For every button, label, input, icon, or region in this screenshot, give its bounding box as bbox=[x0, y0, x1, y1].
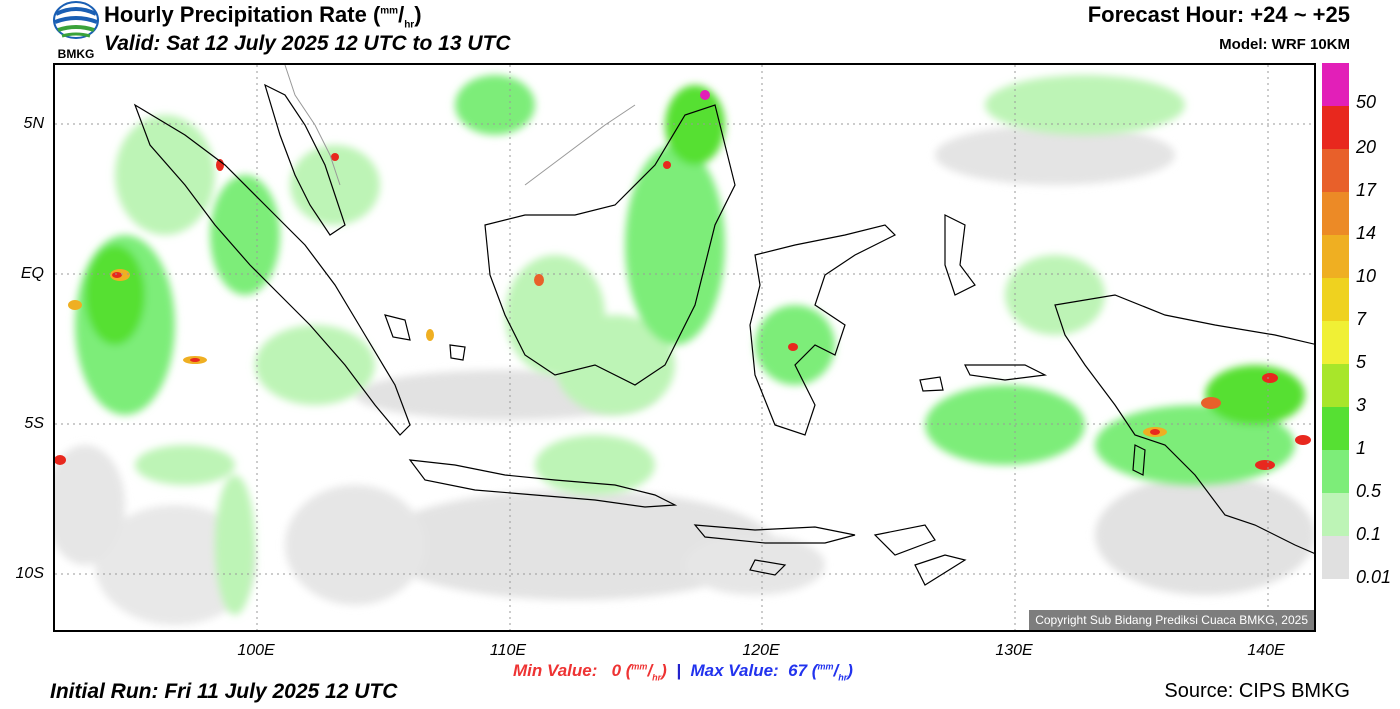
legend-label: 5 bbox=[1356, 352, 1367, 372]
valid-period: Valid: Sat 12 July 2025 12 UTC to 13 UTC bbox=[104, 32, 511, 55]
min-max-values: Min Value: 0 (mm/hr) | Max Value: 67 (mm… bbox=[513, 661, 853, 683]
map-canvas bbox=[55, 65, 1314, 630]
legend-label: 17 bbox=[1356, 180, 1377, 200]
legend-label: 0.01 bbox=[1356, 567, 1392, 587]
heavy-cells bbox=[55, 90, 1311, 470]
lat-label-5s: 5S bbox=[24, 415, 44, 432]
grid-lines bbox=[55, 65, 1314, 630]
lon-label-130e: 130E bbox=[995, 642, 1033, 659]
drizzle-areas bbox=[55, 125, 1314, 625]
legend-label: 20 bbox=[1356, 137, 1377, 157]
color-legend bbox=[1322, 63, 1349, 579]
bmkg-logo: BMKG bbox=[52, 0, 100, 61]
model-name: Model: WRF 10KM bbox=[1219, 36, 1350, 53]
legend-label: 3 bbox=[1356, 395, 1367, 415]
lat-label-5n: 5N bbox=[23, 115, 44, 132]
legend-label: 0.5 bbox=[1356, 481, 1382, 501]
copyright-notice: Copyright Sub Bidang Prediksi Cuaca BMKG… bbox=[1029, 610, 1314, 630]
legend-label: 1 bbox=[1356, 438, 1367, 458]
legend-swatch bbox=[1322, 235, 1349, 278]
lon-label-120e: 120E bbox=[742, 642, 780, 659]
min-value-text: Min Value: 0 (mm/hr) bbox=[513, 661, 667, 683]
legend-swatch bbox=[1322, 364, 1349, 407]
lon-label-100e: 100E bbox=[237, 642, 275, 659]
logo-text: BMKG bbox=[58, 47, 95, 60]
legend-swatch bbox=[1322, 536, 1349, 579]
rain-areas bbox=[75, 75, 1305, 615]
legend-label: 14 bbox=[1356, 223, 1377, 243]
legend-label: 0.1 bbox=[1356, 524, 1382, 544]
legend-swatch bbox=[1322, 149, 1349, 192]
neighbor-coastlines bbox=[284, 65, 636, 186]
lon-label-110e: 110E bbox=[489, 642, 527, 659]
legend-swatch bbox=[1322, 278, 1349, 321]
legend-swatch bbox=[1322, 493, 1349, 536]
lon-label-140e: 140E bbox=[1247, 642, 1285, 659]
page-title: Hourly Precipitation Rate (mm/hr) bbox=[104, 2, 422, 31]
lat-label-10s: 10S bbox=[15, 565, 44, 582]
precipitation-map[interactable]: Copyright Sub Bidang Prediksi Cuaca BMKG… bbox=[53, 63, 1316, 632]
legend-swatch bbox=[1322, 63, 1349, 106]
max-value-text: Max Value: 67 (mm/hr) bbox=[690, 661, 853, 683]
initial-run: Initial Run: Fri 11 July 2025 12 UTC bbox=[50, 680, 398, 703]
lat-label-eq: EQ bbox=[20, 265, 44, 282]
legend-label: 10 bbox=[1356, 266, 1377, 286]
legend-swatch bbox=[1322, 450, 1349, 493]
legend-label: 50 bbox=[1356, 92, 1377, 112]
forecast-hour: Forecast Hour: +24 ~ +25 bbox=[1087, 2, 1350, 27]
source-label: Source: CIPS BMKG bbox=[1164, 680, 1350, 702]
legend-label: 7 bbox=[1356, 309, 1367, 329]
coastlines bbox=[133, 83, 1314, 586]
legend-swatch bbox=[1322, 106, 1349, 149]
legend-swatch bbox=[1322, 407, 1349, 450]
legend-swatch bbox=[1322, 192, 1349, 235]
legend-swatch bbox=[1322, 321, 1349, 364]
